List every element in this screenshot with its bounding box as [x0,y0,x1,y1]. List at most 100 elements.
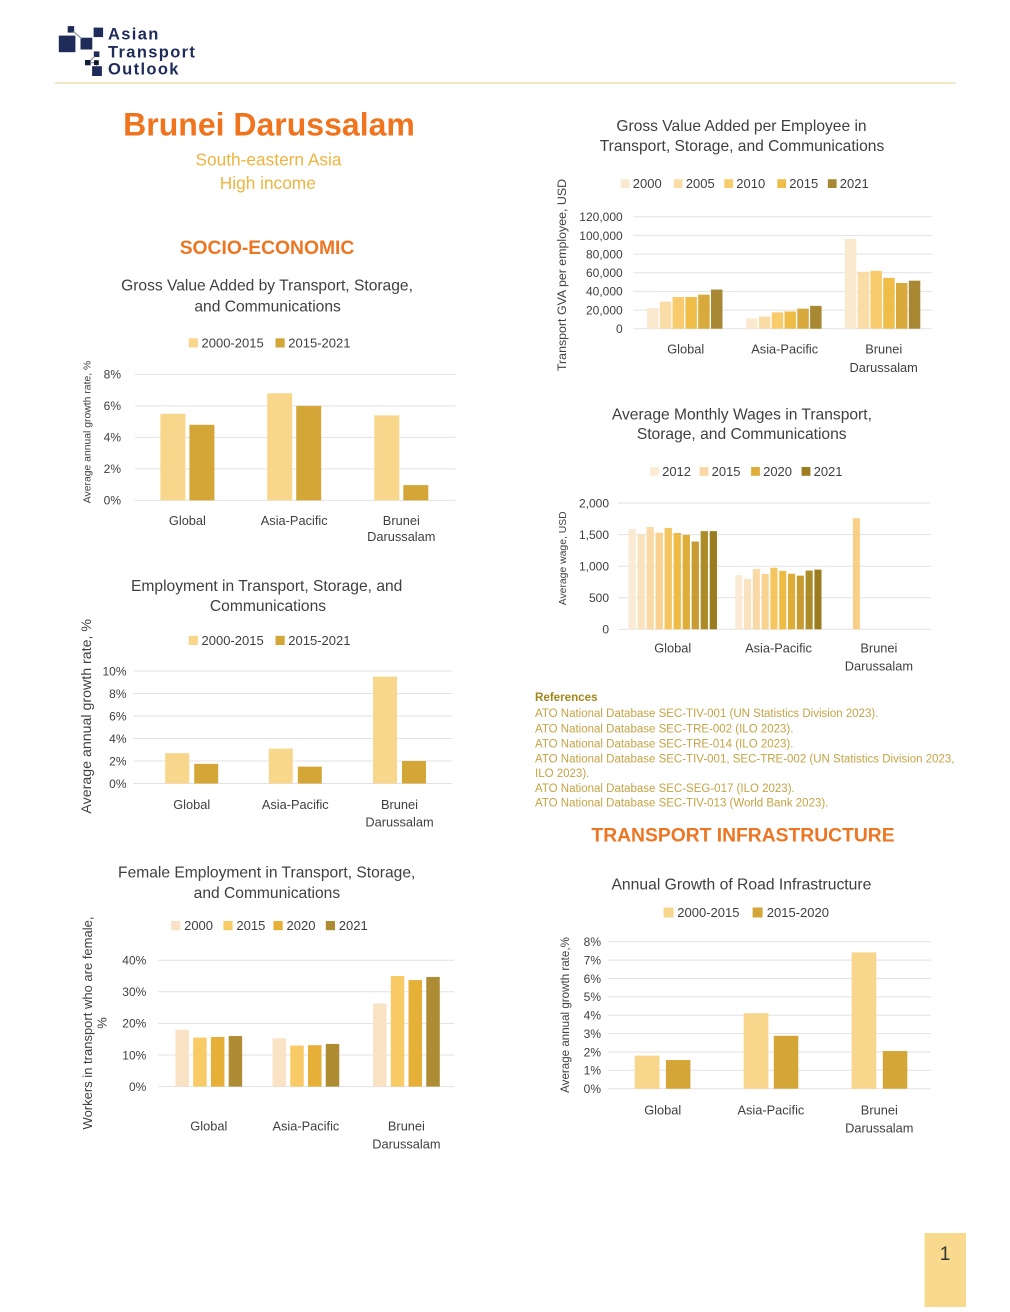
svg-text:Average annual growth rate,%: Average annual growth rate,% [559,937,572,1093]
svg-text:8%: 8% [109,687,127,701]
svg-text:40,000: 40,000 [586,285,623,299]
svg-text:ATO National Database SEC-TRE-: ATO National Database SEC-TRE-002 (ILO 2… [535,724,793,736]
svg-text:2000-2015: 2000-2015 [202,336,264,351]
svg-text:2012: 2012 [662,464,691,479]
svg-text:2000-2015: 2000-2015 [202,633,264,648]
svg-text:Global: Global [173,797,210,812]
svg-text:Brunei Darussalam: Brunei Darussalam [123,107,415,143]
svg-text:Gross Value Added per Employee: Gross Value Added per Employee in [616,118,866,135]
svg-text:Global: Global [654,641,691,656]
svg-text:1,500: 1,500 [579,528,609,542]
svg-text:and Communications: and Communications [194,299,341,316]
svg-text:2%: 2% [104,462,122,476]
svg-text:Brunei: Brunei [381,797,418,812]
svg-text:40%: 40% [122,954,146,968]
svg-text:2000-2015: 2000-2015 [677,905,739,920]
svg-text:ATO National Database SEC-SEG-: ATO National Database SEC-SEG-017 (ILO 2… [535,783,795,795]
svg-text:2010: 2010 [736,176,765,191]
svg-text:Transport: Transport [108,43,196,61]
svg-text:2%: 2% [584,1045,602,1059]
svg-text:Workers in transport who are f: Workers in transport who are female,% [80,917,110,1130]
svg-text:Brunei: Brunei [861,1103,898,1118]
svg-text:Female Employment in Transport: Female Employment in Transport, Storage, [118,865,415,882]
svg-text:High income: High income [220,173,316,193]
svg-text:500: 500 [589,591,609,605]
svg-text:Brunei: Brunei [865,341,902,356]
svg-text:4%: 4% [584,1009,602,1023]
svg-text:2021: 2021 [814,464,843,479]
svg-text:Asia-Pacific: Asia-Pacific [262,797,329,812]
svg-text:ATO National Database SEC-TIV-: ATO National Database SEC-TIV-001 (UN St… [535,708,878,720]
svg-text:20%: 20% [122,1017,146,1031]
svg-text:6%: 6% [584,972,602,986]
svg-text:2000: 2000 [633,176,662,191]
svg-text:Average Monthly Wages in Trans: Average Monthly Wages in Transport, [612,407,872,424]
svg-text:2020: 2020 [287,918,316,933]
svg-text:SOCIO-ECONOMIC: SOCIO-ECONOMIC [180,238,355,259]
svg-text:Asia-Pacific: Asia-Pacific [751,341,818,356]
svg-text:Gross Value Added by Transport: Gross Value Added by Transport, Storage, [121,277,413,294]
svg-text:Global: Global [190,1119,227,1134]
svg-text:Asia-Pacific: Asia-Pacific [261,513,328,528]
svg-text:Storage, and Communications: Storage, and Communications [637,426,847,443]
svg-text:8%: 8% [104,368,122,382]
svg-text:0%: 0% [104,494,122,508]
svg-text:Employment in Transport, Stora: Employment in Transport, Storage, and [131,578,402,595]
svg-text:Darussalam: Darussalam [367,529,435,544]
svg-text:ATO National Database SEC-TIV-: ATO National Database SEC-TIV-001, SEC-T… [535,754,955,766]
svg-text:0%: 0% [109,777,127,791]
svg-text:Brunei: Brunei [383,513,420,528]
svg-text:Average wage, USD: Average wage, USD [558,511,569,605]
svg-text:2,000: 2,000 [579,496,609,510]
svg-text:Average annual growth rate, %: Average annual growth rate, % [83,361,94,503]
svg-text:Transport, Storage, and Commun: Transport, Storage, and Communications [600,138,885,155]
svg-text:Darussalam: Darussalam [845,659,913,674]
svg-text:Asia-Pacific: Asia-Pacific [745,641,812,656]
svg-text:Annual Growth of Road Infrastr: Annual Growth of Road Infrastructure [611,877,871,894]
svg-text:2%: 2% [109,754,127,768]
svg-text:Darussalam: Darussalam [365,815,433,830]
svg-text:2015-2021: 2015-2021 [288,336,350,351]
svg-text:2015: 2015 [789,176,818,191]
svg-text:0: 0 [616,322,623,336]
svg-text:10%: 10% [122,1048,146,1062]
svg-text:ATO National Database SEC-TRE-: ATO National Database SEC-TRE-014 (ILO 2… [535,738,793,750]
svg-text:6%: 6% [109,709,127,723]
svg-text:Brunei: Brunei [388,1119,425,1134]
svg-text:Transport GVA per employee, US: Transport GVA per employee, USD [555,179,569,371]
svg-text:2021: 2021 [840,176,869,191]
svg-text:3%: 3% [584,1027,602,1041]
svg-text:ILO 2023).: ILO 2023). [535,768,589,780]
svg-text:Brunei: Brunei [860,641,897,656]
svg-text:100,000: 100,000 [579,229,623,243]
svg-text:5%: 5% [584,990,602,1004]
svg-text:Global: Global [644,1103,681,1118]
svg-text:20,000: 20,000 [586,303,623,317]
svg-text:Average annual growth rate, %: Average annual growth rate, % [79,619,95,814]
svg-text:120,000: 120,000 [579,210,623,224]
svg-text:1,000: 1,000 [579,560,609,574]
svg-text:and Communications: and Communications [194,885,341,902]
svg-text:80,000: 80,000 [586,247,623,261]
svg-text:2020: 2020 [763,464,792,479]
svg-text:2015: 2015 [236,918,265,933]
svg-text:References: References [535,691,598,704]
svg-text:0: 0 [602,623,609,637]
svg-text:6%: 6% [104,399,122,413]
svg-text:2000: 2000 [184,918,213,933]
svg-text:8%: 8% [584,935,602,949]
svg-text:Asia-Pacific: Asia-Pacific [272,1119,339,1134]
svg-text:Global: Global [667,341,704,356]
svg-text:ATO National Database SEC-TIV-: ATO National Database SEC-TIV-013 (World… [535,798,828,810]
svg-text:30%: 30% [122,985,146,999]
svg-text:2015-2021: 2015-2021 [288,633,350,648]
svg-text:0%: 0% [584,1082,602,1096]
svg-text:10%: 10% [102,664,126,678]
svg-text:Darussalam: Darussalam [850,360,918,375]
svg-text:4%: 4% [104,431,122,445]
svg-text:1%: 1% [584,1064,602,1078]
svg-text:7%: 7% [584,953,602,967]
svg-text:2015: 2015 [712,464,741,479]
svg-text:Darussalam: Darussalam [845,1121,913,1136]
svg-text:2005: 2005 [686,176,715,191]
